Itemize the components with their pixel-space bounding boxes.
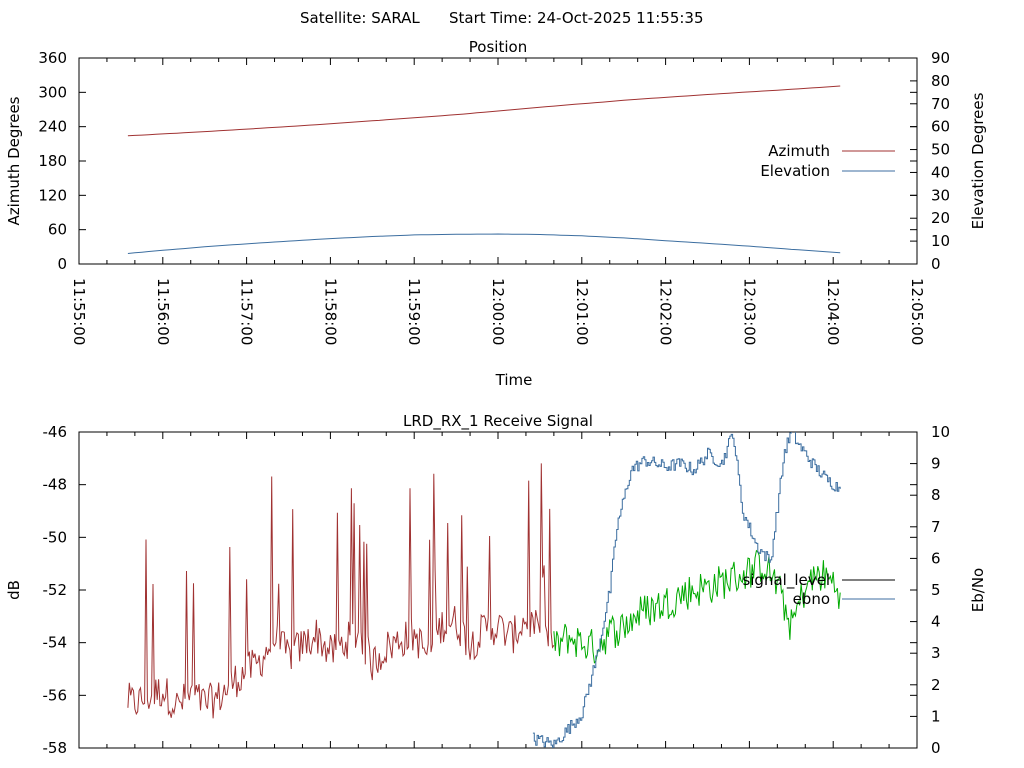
legend-label-ebno: ebno <box>793 590 830 608</box>
x-tick-label: 11:56:00 <box>154 278 172 345</box>
y-tick-label: 300 <box>38 83 67 101</box>
y-tick-label: -56 <box>43 686 68 704</box>
y2-tick-label: 20 <box>931 209 950 227</box>
plot-border-2 <box>78 431 918 749</box>
series-line-signal-level <box>127 463 555 719</box>
header-satellite: Satellite: SARAL <box>300 9 420 27</box>
y-tick-label: -48 <box>43 476 68 494</box>
series-line-signal-level <box>553 549 841 664</box>
legend-label-elevation: Elevation <box>760 162 830 180</box>
x-tick-label: 12:01:00 <box>573 278 591 345</box>
y2-axis-label-2: Eb/No <box>969 568 987 612</box>
x-tick-label: 12:02:00 <box>657 278 675 345</box>
x-tick-label: 11:58:00 <box>321 278 339 345</box>
y2-tick-label: 9 <box>931 455 941 473</box>
y2-tick-label: 3 <box>931 644 941 662</box>
y2-tick-label: 30 <box>931 186 950 204</box>
y-tick-label: 0 <box>57 255 67 273</box>
y2-tick-label: 6 <box>931 549 941 567</box>
y2-tick-label: 80 <box>931 72 950 90</box>
x-axis-label-1: Time <box>495 371 533 389</box>
chart-title-2: LRD_RX_1 Receive Signal <box>403 412 593 431</box>
y2-tick-label: 50 <box>931 141 950 159</box>
y-tick-label: -46 <box>43 423 68 441</box>
y2-tick-label: 4 <box>931 613 941 631</box>
y2-tick-label: 40 <box>931 163 950 181</box>
y2-axis-label-1: Elevation Degrees <box>969 92 987 229</box>
legend-label-azimuth: Azimuth <box>768 142 830 160</box>
y-tick-label: 240 <box>38 118 67 136</box>
y2-tick-label: 5 <box>931 581 941 599</box>
y2-tick-label: 10 <box>931 423 950 441</box>
y-tick-label: -50 <box>43 528 68 546</box>
x-tick-label: 12:04:00 <box>824 278 842 345</box>
y2-tick-label: 1 <box>931 707 941 725</box>
y2-tick-label: 0 <box>931 739 941 757</box>
header-start-time: Start Time: 24-Oct-2025 11:55:35 <box>449 9 704 27</box>
y-tick-label: -54 <box>43 634 68 652</box>
x-tick-label: 12:00:00 <box>489 278 507 345</box>
y-axis-label-1: Azimuth Degrees <box>5 96 23 225</box>
y-tick-label: -52 <box>43 581 68 599</box>
y2-tick-label: 7 <box>931 518 941 536</box>
x-tick-label: 11:59:00 <box>405 278 423 345</box>
series-line-ebno <box>532 432 841 748</box>
x-tick-label: 11:55:00 <box>70 278 88 345</box>
legend-label-signal_level: signal_level <box>742 571 830 590</box>
y2-tick-label: 2 <box>931 676 941 694</box>
y-tick-label: 60 <box>48 221 67 239</box>
series-line-elevation <box>127 233 841 254</box>
y2-tick-label: 70 <box>931 95 950 113</box>
x-tick-label: 12:03:00 <box>740 278 758 345</box>
y2-tick-label: 0 <box>931 255 941 273</box>
chart-title-1: Position <box>469 38 527 56</box>
y2-tick-label: 10 <box>931 232 950 250</box>
y-tick-label: 360 <box>38 49 67 67</box>
y-tick-label: 120 <box>38 186 67 204</box>
y2-tick-label: 60 <box>931 118 950 136</box>
y-tick-label: -58 <box>43 739 68 757</box>
x-tick-label: 11:57:00 <box>238 278 256 345</box>
y-axis-label-2: dB <box>5 580 23 600</box>
y-tick-label: 180 <box>38 152 67 170</box>
y2-tick-label: 90 <box>931 49 950 67</box>
y2-tick-label: 8 <box>931 486 941 504</box>
x-tick-label: 12:05:00 <box>908 278 926 345</box>
series-line-azimuth <box>127 85 841 137</box>
